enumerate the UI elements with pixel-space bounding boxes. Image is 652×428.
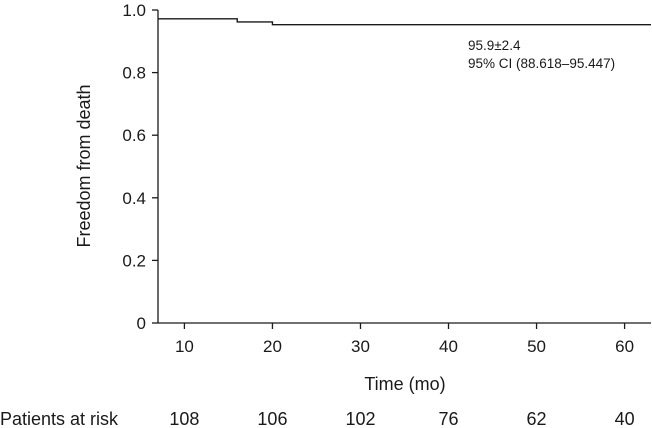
risk-table-values: 108 106 102 76 62 40 [169,409,634,428]
x-tick-label: 60 [615,337,634,356]
x-tick-label: 30 [351,337,370,356]
x-tick-label: 40 [439,337,458,356]
x-tick-label: 10 [175,337,194,356]
y-tick-label: 1.0 [122,1,146,20]
risk-table-value: 106 [257,409,287,428]
y-tick-label: 0.4 [122,189,146,208]
y-tick-label: 0.6 [122,126,146,145]
risk-table-value: 102 [345,409,375,428]
x-ticks: 10 20 30 40 50 60 [175,323,634,356]
survival-curve [158,18,651,26]
survival-estimate-annotation: 95.9±2.4 [468,38,521,53]
risk-table-value: 76 [439,409,459,428]
risk-table-value: 108 [169,409,199,428]
y-ticks: 0 0.2 0.4 0.6 0.8 1.0 [122,1,158,333]
y-axis-title: Freedom from death [74,84,94,247]
confidence-interval-annotation: 95% CI (88.618–95.447) [468,56,615,71]
risk-table-value: 40 [615,409,635,428]
y-tick-label: 0.2 [122,251,146,270]
risk-table-value: 62 [527,409,547,428]
axes [157,10,651,324]
x-tick-label: 20 [263,337,282,356]
x-tick-label: 50 [527,337,546,356]
y-tick-label: 0.8 [122,64,146,83]
x-axis-title: Time (mo) [364,374,445,394]
risk-table-label: Patients at risk [0,409,119,428]
y-tick-label: 0 [137,314,146,333]
